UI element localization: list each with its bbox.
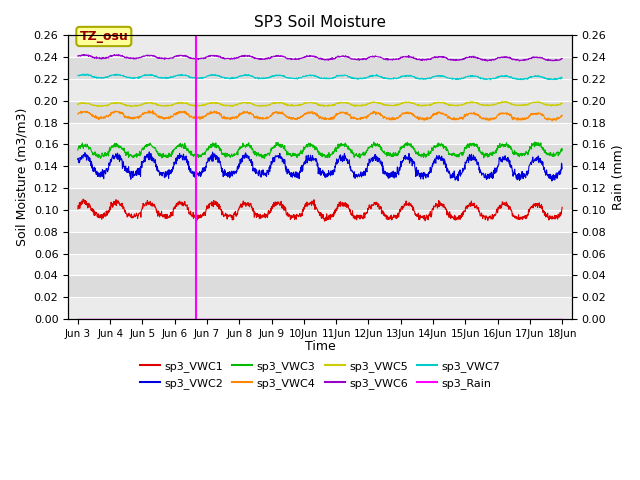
Bar <box>68 188 572 210</box>
Bar <box>68 253 572 276</box>
Bar <box>68 36 572 57</box>
Y-axis label: Rain (mm): Rain (mm) <box>612 144 625 210</box>
Bar <box>68 79 572 101</box>
Bar <box>68 57 572 79</box>
Bar <box>68 232 572 253</box>
X-axis label: Time: Time <box>305 340 335 353</box>
Text: TZ_osu: TZ_osu <box>79 30 128 43</box>
Legend: sp3_VWC1, sp3_VWC2, sp3_VWC3, sp3_VWC4, sp3_VWC5, sp3_VWC6, sp3_VWC7, sp3_Rain: sp3_VWC1, sp3_VWC2, sp3_VWC3, sp3_VWC4, … <box>136 357 504 393</box>
Bar <box>68 297 572 319</box>
Bar <box>68 101 572 122</box>
Bar <box>68 276 572 297</box>
Bar <box>68 144 572 166</box>
Bar <box>68 166 572 188</box>
Y-axis label: Soil Moisture (m3/m3): Soil Moisture (m3/m3) <box>15 108 28 246</box>
Title: SP3 Soil Moisture: SP3 Soil Moisture <box>254 15 386 30</box>
Bar <box>68 122 572 144</box>
Bar <box>68 210 572 232</box>
